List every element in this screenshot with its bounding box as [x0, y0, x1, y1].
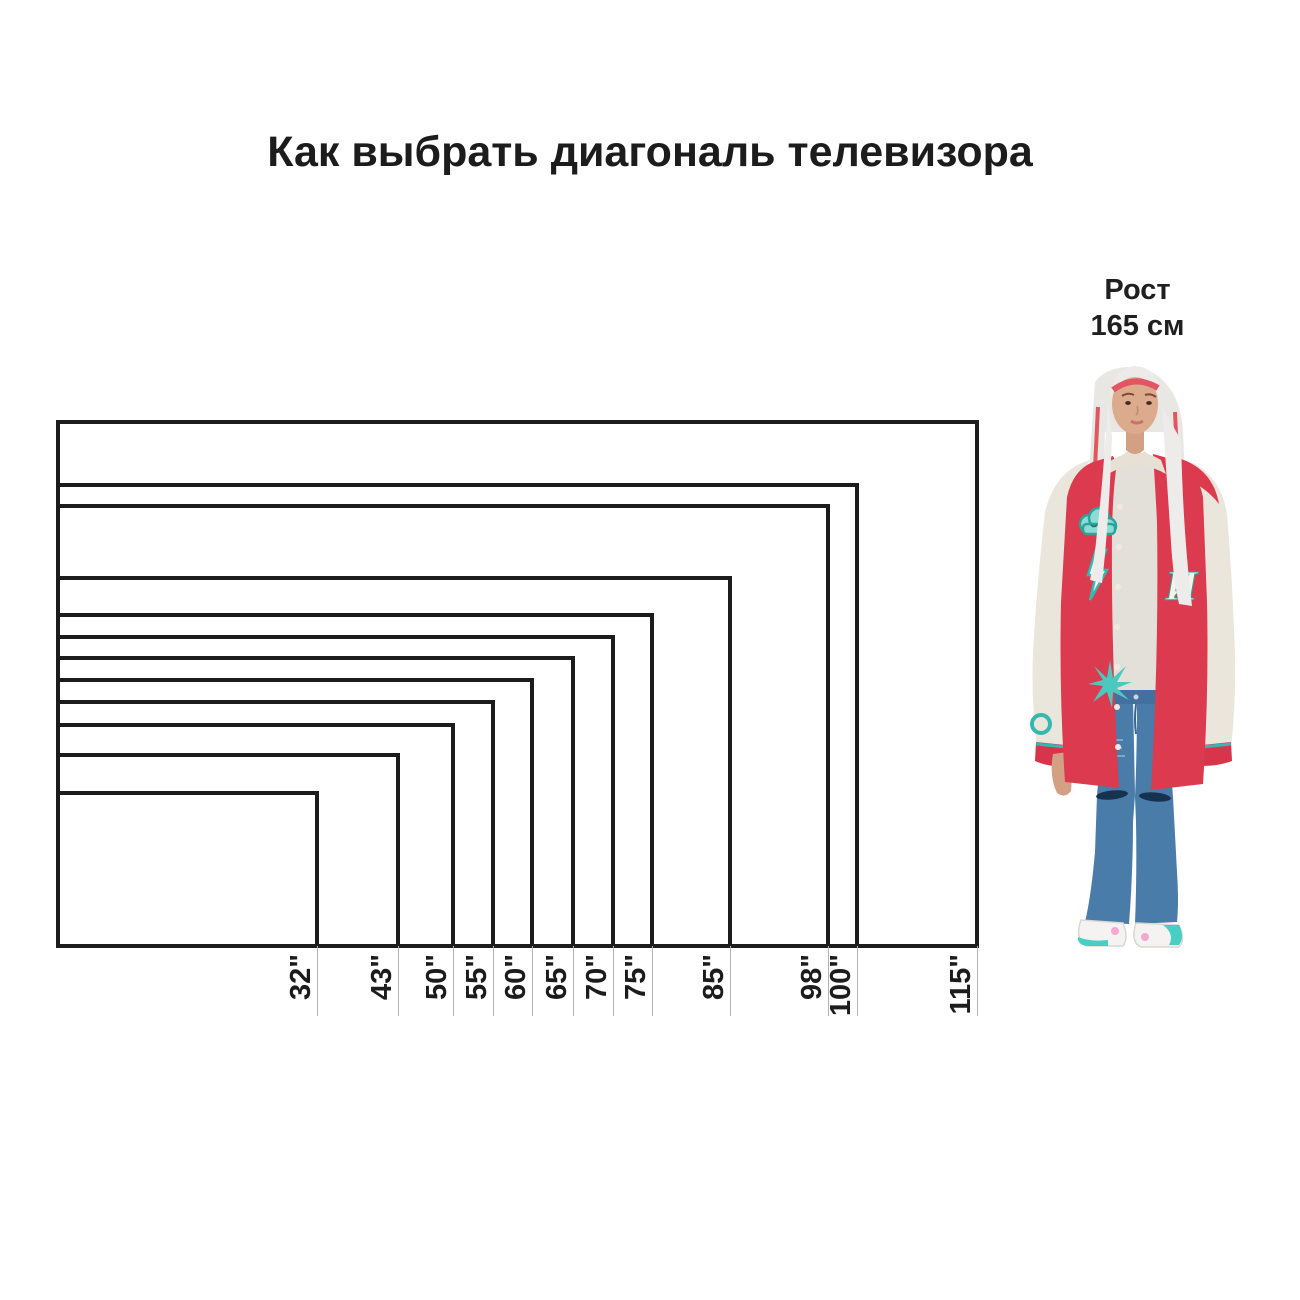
size-label-85: 85": [698, 954, 730, 1001]
head: [1112, 374, 1158, 434]
hair-front-right: [1162, 407, 1192, 606]
tick-line-60: [532, 946, 533, 1016]
person-illustration: И: [995, 352, 1245, 952]
size-label-98: 98": [796, 954, 828, 1001]
eyebrows: [1121, 392, 1157, 398]
tick-line-65: [573, 946, 574, 1016]
shoe-right-teal-band: [1163, 925, 1182, 945]
jeans-rip-right-knee: [1139, 792, 1171, 802]
jeans-fly-seam: [1134, 703, 1137, 735]
nose: [1135, 405, 1139, 416]
shoe-right-pink-detail: [1141, 933, 1149, 941]
size-label-100: 100": [825, 954, 857, 1017]
jeans-button: [1133, 694, 1139, 700]
tick-line-70: [613, 946, 614, 1016]
size-label-115: 115": [945, 954, 977, 1015]
jacket-right-panel: [1151, 454, 1208, 790]
jacket-left-panel: [1060, 456, 1119, 788]
page-title: Как выбрать диагональ телевизора: [267, 128, 1033, 176]
size-label-60: 60": [500, 954, 532, 1001]
tick-line-32: [317, 946, 318, 1016]
jacket-collar: [1105, 452, 1166, 476]
neck: [1126, 428, 1144, 454]
tick-line-85: [730, 946, 731, 1016]
person-height-caption-line1: Рост: [1104, 274, 1171, 306]
tick-line-50: [453, 946, 454, 1016]
tick-line-100: [857, 946, 858, 1016]
tick-line-75: [652, 946, 653, 1016]
shoe-left-pink-detail: [1111, 927, 1119, 935]
hair-front-left: [1090, 402, 1112, 583]
size-label-55: 55": [461, 954, 493, 1001]
hair-headband: [1111, 378, 1160, 393]
size-label-32: 32": [285, 954, 317, 1001]
size-label-65: 65": [541, 954, 573, 1001]
person-height-caption-line2: 165 см: [1090, 310, 1185, 342]
jacket-buttons: [1114, 504, 1123, 750]
shoe-left: [1077, 919, 1127, 947]
tick-line-115: [977, 946, 978, 1016]
size-label-43: 43": [366, 954, 398, 1001]
size-label-50: 50": [421, 954, 453, 1001]
eye-right: [1146, 401, 1152, 405]
sleeve-teal-ring-patch: [1030, 713, 1052, 735]
tick-line-43: [398, 946, 399, 1016]
hair-front-top: [1110, 366, 1161, 398]
tick-line-98: [828, 946, 829, 1016]
size-label-75: 75": [620, 954, 652, 1001]
tick-line-55: [493, 946, 494, 1016]
tank-top: [1109, 451, 1163, 692]
shoe-left-teal-sole: [1077, 937, 1108, 946]
lips: [1130, 419, 1144, 425]
person-height-caption: Рост 165 см: [1020, 272, 1255, 344]
eye-left: [1125, 401, 1131, 405]
size-label-70: 70": [581, 954, 613, 1001]
jacket-shoulder-cap-right: [1181, 459, 1219, 504]
jeans-rip-left-knee: [1096, 790, 1128, 800]
starburst-patch: [1088, 660, 1132, 708]
person-svg: И: [1030, 366, 1236, 948]
tv-rect-32: [56, 791, 319, 948]
jeans-left-leg: [1085, 697, 1135, 924]
